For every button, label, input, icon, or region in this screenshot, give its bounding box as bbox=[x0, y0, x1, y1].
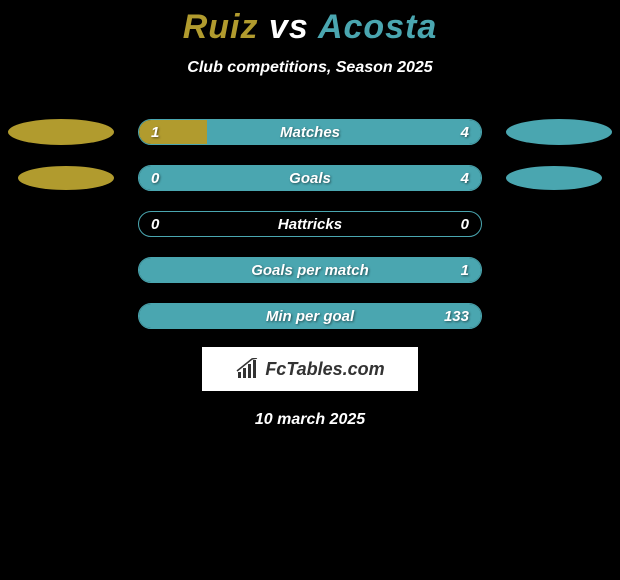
stat-bar: 14Matches bbox=[138, 119, 482, 145]
stat-label: Hattricks bbox=[139, 212, 481, 236]
stat-label: Min per goal bbox=[139, 304, 481, 328]
right-ellipse bbox=[506, 119, 612, 145]
stat-bar: 1Goals per match bbox=[138, 257, 482, 283]
stat-bar: 133Min per goal bbox=[138, 303, 482, 329]
date: 10 march 2025 bbox=[0, 411, 620, 429]
chart-icon bbox=[235, 358, 261, 380]
stat-label: Goals bbox=[139, 166, 481, 190]
stat-row: 1Goals per match bbox=[0, 257, 620, 283]
comparison-infographic: Ruiz vs Acosta Club competitions, Season… bbox=[0, 0, 620, 429]
stat-row: 14Matches bbox=[0, 119, 620, 145]
vs-text: vs bbox=[269, 8, 309, 46]
title: Ruiz vs Acosta bbox=[0, 8, 620, 47]
stat-label: Goals per match bbox=[139, 258, 481, 282]
left-ellipse bbox=[8, 119, 114, 145]
stats-rows: 14Matches 04Goals 00Hattricks 1Goals per ma… bbox=[0, 119, 620, 329]
right-ellipse bbox=[506, 166, 602, 190]
subtitle: Club competitions, Season 2025 bbox=[0, 59, 620, 77]
player2-name: Acosta bbox=[318, 8, 437, 46]
stat-label: Matches bbox=[139, 120, 481, 144]
fctables-logo: FcTables.com bbox=[202, 347, 418, 391]
stat-row: 00Hattricks bbox=[0, 211, 620, 237]
stat-row: 133Min per goal bbox=[0, 303, 620, 329]
player1-name: Ruiz bbox=[183, 8, 259, 46]
stat-bar: 00Hattricks bbox=[138, 211, 482, 237]
left-ellipse bbox=[18, 166, 114, 190]
logo-text: FcTables.com bbox=[265, 359, 384, 380]
stat-row: 04Goals bbox=[0, 165, 620, 191]
stat-bar: 04Goals bbox=[138, 165, 482, 191]
